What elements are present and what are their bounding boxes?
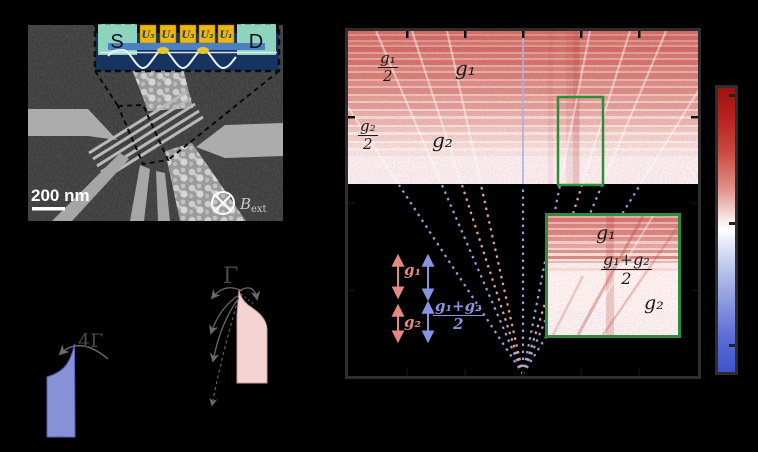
gate-array: [139, 24, 235, 44]
gate-label: U₅: [141, 30, 155, 41]
arrow-g1-label: g₁: [404, 261, 422, 279]
narrow-resonance-peak: [46, 343, 76, 438]
gate-label: U₄: [161, 30, 174, 41]
arrow-g2-label: g₂: [404, 313, 422, 331]
g1-half-label: g₁ 2: [378, 49, 398, 85]
quantum-well-bar: [108, 43, 265, 50]
inset-avg-label: g₁+g₂ 2: [601, 250, 652, 288]
four-gamma-arrow: [58, 344, 109, 360]
heatmap-data: [348, 31, 698, 184]
inset-g1-label: g₁: [596, 222, 616, 244]
field-sub-label: ext: [251, 204, 267, 215]
electron-dot: [197, 47, 209, 54]
arrow-avg-label: g₁+g₂ 2: [433, 297, 484, 333]
four-gamma-label: 4Γ: [78, 330, 103, 352]
zoom-region-box: [556, 95, 605, 187]
map-inset-zoom: g₁ g₁+g₂ 2 g₂: [545, 213, 681, 338]
potential-wave: [107, 48, 237, 70]
spacing-arrows: [391, 253, 435, 344]
scale-bar: [32, 207, 65, 211]
tunneling-rates-schematic: 4Γ Γ: [20, 255, 320, 450]
colorbar: [715, 85, 738, 375]
scale-bar-label: 200 nm: [31, 186, 90, 205]
sem-image-panel: S D U₅ U₄ U₃ U₂ U₁ 200 nm B ext: [28, 21, 283, 221]
gate-label: U₁: [219, 30, 232, 41]
colorbar-tick: [729, 94, 735, 97]
axis-ticks: [348, 31, 698, 376]
zoom-connector-left: [94, 70, 119, 107]
b-field-into-page-icon: [211, 191, 235, 215]
device-zoom-box: [116, 103, 170, 166]
gamma-label: Γ: [223, 264, 238, 289]
device-inset-schematic: S D U₅ U₄ U₃ U₂ U₁: [93, 21, 281, 73]
g2-half-label: g₂ 2: [358, 117, 378, 153]
gate-label: U₃: [181, 30, 195, 41]
gate-label: U₂: [200, 30, 214, 41]
drain-label: D: [249, 31, 263, 53]
zoom-connector-right: [167, 70, 280, 161]
g2-label: g₂: [432, 128, 453, 152]
broad-resonance-peak: [236, 289, 268, 384]
g1-label: g₁: [455, 56, 476, 80]
inset-g2-label: g₂: [644, 292, 664, 314]
colorbar-tick: [729, 222, 735, 225]
source-label: S: [110, 31, 123, 53]
gamma-decay-arrows: [208, 287, 261, 407]
electron-dot: [157, 47, 169, 54]
field-label: B: [239, 195, 251, 213]
conductance-map: g₁ 2 g₁ g₂ 2 g₂ g₁ g₂ g₁+g₂ 2: [345, 28, 701, 379]
colorbar-tick: [729, 344, 735, 347]
